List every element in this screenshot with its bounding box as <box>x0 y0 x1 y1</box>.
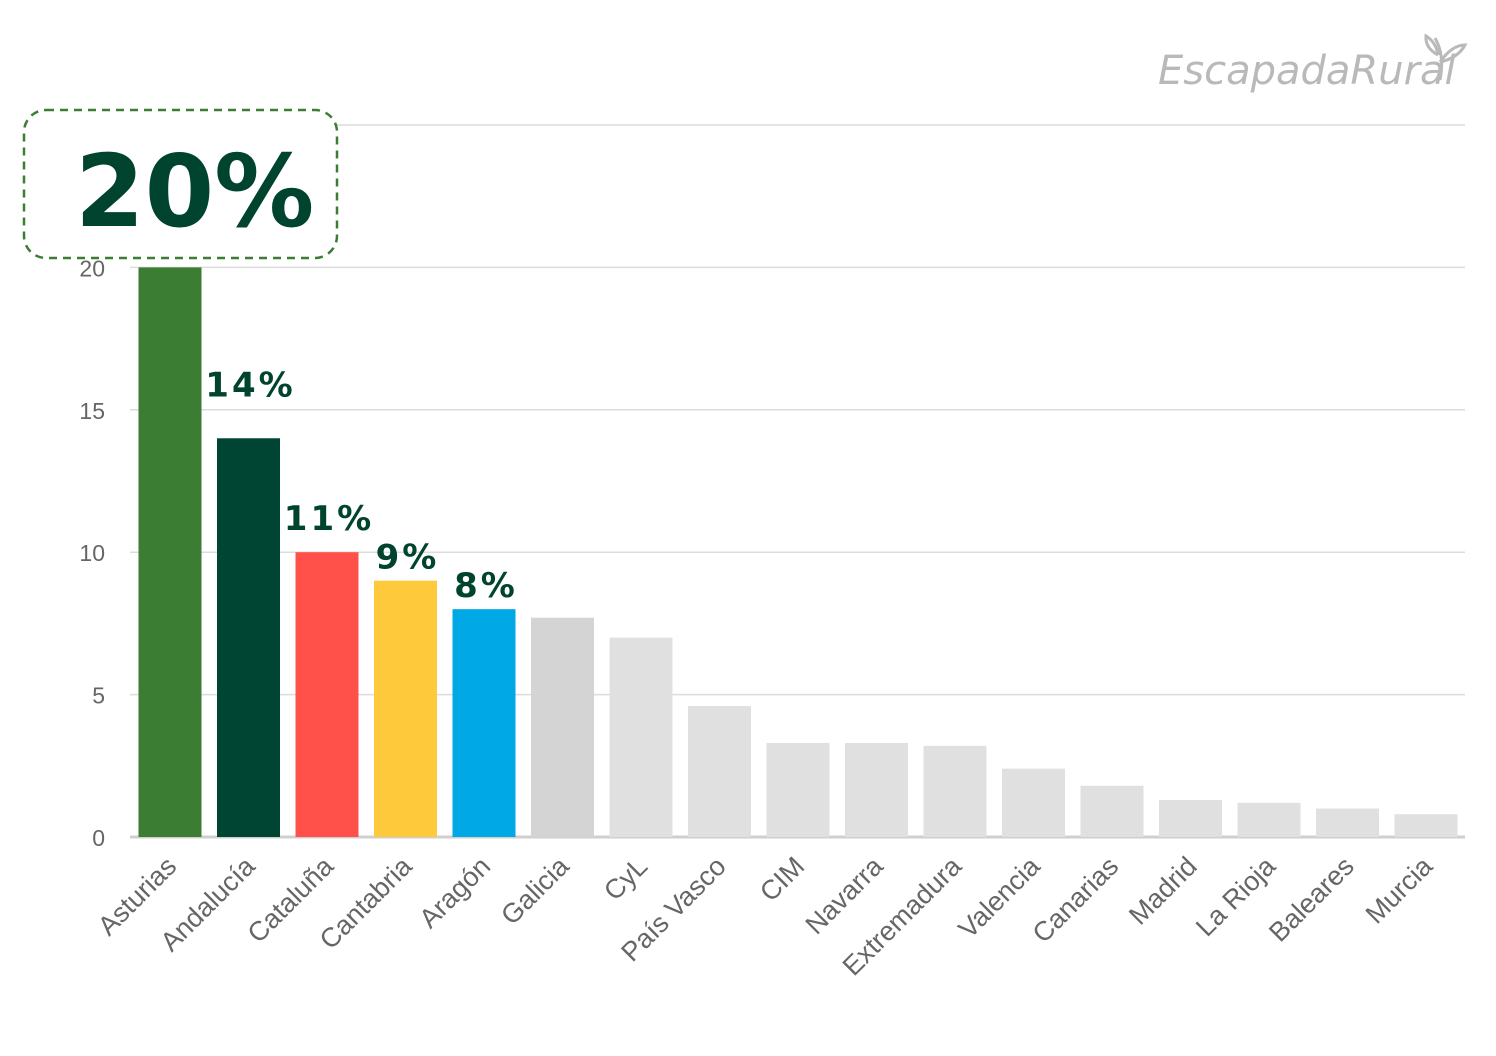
bar-madrid <box>1159 799 1222 837</box>
y-tick-label: 20 <box>79 255 105 281</box>
x-tick-label: Murcia <box>1360 850 1439 929</box>
bar-aragón <box>452 609 516 837</box>
data-label: 14% <box>205 365 295 405</box>
x-tick-label: Canarias <box>1027 851 1125 949</box>
bar-navarra <box>845 743 908 837</box>
highlight-box <box>22 108 339 260</box>
data-label: 11% <box>284 499 374 539</box>
x-tick-label: Galicia <box>495 850 575 930</box>
bar-la-rioja <box>1237 802 1301 837</box>
logo: EscapadaRural <box>1158 33 1468 94</box>
y-tick-label: 5 <box>92 683 105 709</box>
bar-cantabria <box>374 580 437 837</box>
bar-país-vasco <box>688 705 751 837</box>
leaf-icon <box>1424 33 1468 81</box>
x-tick-label: Aragón <box>413 851 496 934</box>
bar-murcia <box>1394 814 1458 837</box>
bar-cyl <box>609 637 673 837</box>
bar-extremadura <box>923 745 987 837</box>
bar-asturias <box>138 267 202 837</box>
y-tick-label: 0 <box>92 825 105 851</box>
data-label: 8% <box>454 566 518 606</box>
y-tick-label: 10 <box>79 540 105 566</box>
x-tick-label: CIM <box>754 851 810 907</box>
x-tick-label: Madrid <box>1123 851 1203 931</box>
bar-valencia <box>1002 768 1065 837</box>
data-label: 9% <box>376 538 440 578</box>
x-tick-label: Baleares <box>1263 851 1360 948</box>
bar-andalucía <box>217 438 280 837</box>
highlight-label: 20% <box>75 133 314 250</box>
bar-cim <box>766 743 830 837</box>
bar-canarias <box>1080 785 1144 837</box>
bar-baleares <box>1316 808 1379 837</box>
x-tick-label: CyL <box>598 851 653 906</box>
bar-galicia <box>531 617 594 837</box>
y-tick-label: 15 <box>79 398 105 424</box>
logo-text: EscapadaRural <box>1158 48 1456 94</box>
bar-cataluña <box>295 552 359 837</box>
